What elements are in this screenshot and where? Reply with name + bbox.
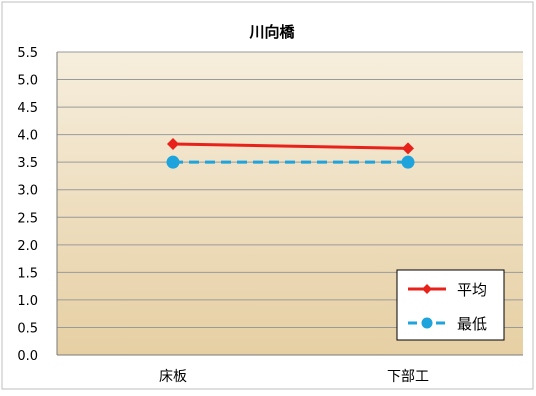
data-point: [401, 155, 415, 169]
y-tick-label: 3.5: [17, 156, 38, 171]
y-tick-label: 2.5: [17, 211, 38, 226]
series: [166, 138, 415, 169]
series-2: [166, 155, 415, 169]
y-tick-label: 0.0: [17, 349, 38, 364]
legend-label: 平均: [457, 281, 487, 299]
y-tick-label: 2.0: [17, 239, 38, 254]
series-line: [172, 142, 409, 150]
y-tick-label: 0.5: [17, 321, 38, 336]
legend-label: 最低: [457, 315, 487, 333]
y-tick-label: 4.5: [17, 101, 38, 116]
y-tick-label: 5.5: [17, 46, 38, 61]
y-tick-label: 4.0: [17, 129, 38, 144]
chart-title: 川向橋: [248, 23, 295, 41]
legend-item: 平均: [408, 281, 487, 299]
legend-item: 最低: [408, 315, 487, 333]
x-tick-label: 下部工: [387, 369, 429, 385]
data-point: [166, 155, 180, 169]
axes: 0.0 0.5 1.0 1.5 2.0 2.5 3.0 3.5 4.0 4.5 5.0 5.5 床板 下部…: [17, 46, 523, 385]
x-tick-label: 床板: [159, 369, 187, 385]
series-1: [167, 138, 414, 155]
y-tick-label: 1.0: [17, 294, 38, 309]
legend-box: [396, 269, 505, 341]
data-point: [167, 138, 179, 151]
data-point: [402, 142, 414, 155]
y-tick-label: 5.0: [17, 74, 38, 89]
legend-marker: [422, 284, 432, 294]
y-tick-label: 3.0: [17, 184, 38, 199]
legend-marker: [421, 317, 433, 329]
y-tick-label: 1.5: [17, 266, 38, 281]
